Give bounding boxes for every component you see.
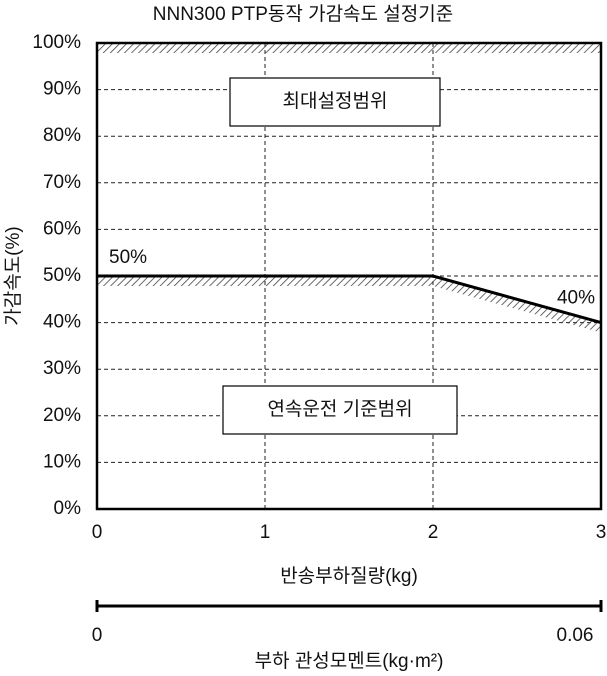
x-tick-label: 2	[428, 522, 439, 543]
annotation-box	[222, 385, 458, 435]
y-tick-label: 100%	[32, 32, 81, 53]
x2-tick-label: 0.06	[557, 625, 594, 646]
x-axis-label: 반송부하질량(kg)	[280, 565, 418, 587]
y-tick-label: 70%	[43, 172, 81, 193]
range-hatch	[97, 276, 601, 333]
y-tick-label: 0%	[54, 498, 82, 519]
plot-frame	[95, 41, 603, 511]
y-tick-label: 50%	[43, 265, 81, 286]
y-tick-label: 80%	[43, 125, 81, 146]
chart-title: NNN300 PTP동작 가감속도 설정기준	[153, 3, 453, 25]
x2-tick-label: 0	[92, 625, 103, 646]
y-tick-label: 10%	[43, 451, 81, 472]
x2-axis-label: 부하 관성모멘트(kg·m²)	[255, 650, 444, 672]
y-axis-label: 가감속도(%)	[2, 226, 24, 325]
limit-hatch	[97, 43, 601, 53]
y-tick-label: 40%	[43, 312, 81, 333]
y-tick-label: 60%	[43, 218, 81, 239]
annotation: 연속운전 기준범위	[267, 398, 412, 420]
line	[97, 274, 602, 325]
y-tick-label: 30%	[43, 358, 81, 379]
data-label: 40%	[557, 288, 595, 309]
x-tick-label: 0	[92, 522, 103, 543]
data-label: 50%	[109, 247, 147, 268]
x-tick-label: 1	[260, 522, 271, 543]
x-tick-label: 3	[596, 522, 607, 543]
y-tick-label: 90%	[43, 79, 81, 100]
annotation: 최대설정범위	[283, 90, 388, 112]
annotation-box	[229, 77, 441, 127]
y-tick-label: 20%	[43, 405, 81, 426]
